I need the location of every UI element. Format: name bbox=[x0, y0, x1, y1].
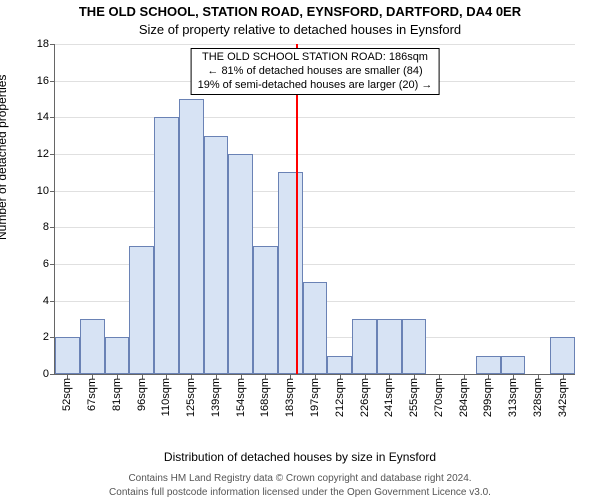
histogram-bar bbox=[129, 246, 154, 374]
gridline bbox=[55, 191, 575, 192]
gridline bbox=[55, 227, 575, 228]
annotation-box: THE OLD SCHOOL STATION ROAD: 186sqm ← 81… bbox=[191, 48, 440, 95]
gridline bbox=[55, 154, 575, 155]
histogram-bar bbox=[278, 172, 303, 374]
x-tick-label: 168sqm bbox=[259, 374, 271, 417]
histogram-bar bbox=[327, 356, 352, 374]
x-tick-label: 139sqm bbox=[210, 374, 222, 417]
x-tick-label: 284sqm bbox=[458, 374, 470, 417]
plot-area: 02468101214161852sqm67sqm81sqm96sqm110sq… bbox=[54, 44, 575, 375]
chart-title-line2: Size of property relative to detached ho… bbox=[0, 22, 600, 37]
x-tick-label: 342sqm bbox=[557, 374, 569, 417]
gridline bbox=[55, 44, 575, 45]
x-tick-label: 81sqm bbox=[111, 374, 123, 411]
annotation-line1: THE OLD SCHOOL STATION ROAD: 186sqm bbox=[198, 51, 433, 65]
y-tick-label: 16 bbox=[37, 75, 55, 87]
histogram-bar bbox=[476, 356, 501, 374]
x-tick-label: 328sqm bbox=[532, 374, 544, 417]
x-tick-label: 255sqm bbox=[408, 374, 420, 417]
y-tick-label: 2 bbox=[43, 331, 55, 343]
chart-title-line1: THE OLD SCHOOL, STATION ROAD, EYNSFORD, … bbox=[0, 4, 600, 19]
histogram-bar bbox=[303, 282, 328, 374]
histogram-bar bbox=[402, 319, 427, 374]
x-tick-label: 313sqm bbox=[507, 374, 519, 417]
x-tick-label: 197sqm bbox=[309, 374, 321, 417]
histogram-bar bbox=[501, 356, 526, 374]
histogram-bar bbox=[80, 319, 105, 374]
y-axis-label: Number of detached properties bbox=[0, 75, 9, 240]
y-tick-label: 6 bbox=[43, 258, 55, 270]
x-tick-label: 226sqm bbox=[359, 374, 371, 417]
annotation-line2: ← 81% of detached houses are smaller (84… bbox=[198, 65, 433, 79]
x-tick-label: 52sqm bbox=[61, 374, 73, 411]
y-tick-label: 12 bbox=[37, 148, 55, 160]
x-axis-label: Distribution of detached houses by size … bbox=[0, 450, 600, 464]
footer-line1: Contains HM Land Registry data © Crown c… bbox=[0, 473, 600, 484]
x-tick-label: 110sqm bbox=[160, 374, 172, 416]
x-tick-label: 212sqm bbox=[334, 374, 346, 417]
histogram-bar bbox=[204, 136, 229, 374]
x-tick-label: 183sqm bbox=[284, 374, 296, 417]
x-tick-label: 270sqm bbox=[433, 374, 445, 417]
y-tick-label: 10 bbox=[37, 185, 55, 197]
x-tick-label: 154sqm bbox=[235, 374, 247, 417]
histogram-bar bbox=[55, 337, 80, 374]
y-tick-label: 14 bbox=[37, 111, 55, 123]
histogram-bar bbox=[154, 117, 179, 374]
y-tick-label: 0 bbox=[43, 368, 55, 380]
x-tick-label: 241sqm bbox=[383, 374, 395, 417]
annotation-line3: 19% of semi-detached houses are larger (… bbox=[198, 79, 433, 93]
y-tick-label: 18 bbox=[37, 38, 55, 50]
x-tick-label: 96sqm bbox=[136, 374, 148, 411]
x-tick-label: 125sqm bbox=[185, 374, 197, 417]
histogram-bar bbox=[179, 99, 204, 374]
histogram-bar bbox=[105, 337, 130, 374]
histogram-bar bbox=[253, 246, 278, 374]
chart-container: THE OLD SCHOOL, STATION ROAD, EYNSFORD, … bbox=[0, 0, 600, 500]
footer-line2: Contains full postcode information licen… bbox=[0, 487, 600, 498]
x-tick-label: 67sqm bbox=[86, 374, 98, 411]
histogram-bar bbox=[228, 154, 253, 374]
histogram-bar bbox=[352, 319, 377, 374]
histogram-bar bbox=[550, 337, 575, 374]
histogram-bar bbox=[377, 319, 402, 374]
gridline bbox=[55, 117, 575, 118]
y-tick-label: 4 bbox=[43, 295, 55, 307]
x-tick-label: 299sqm bbox=[482, 374, 494, 417]
y-tick-label: 8 bbox=[43, 221, 55, 233]
